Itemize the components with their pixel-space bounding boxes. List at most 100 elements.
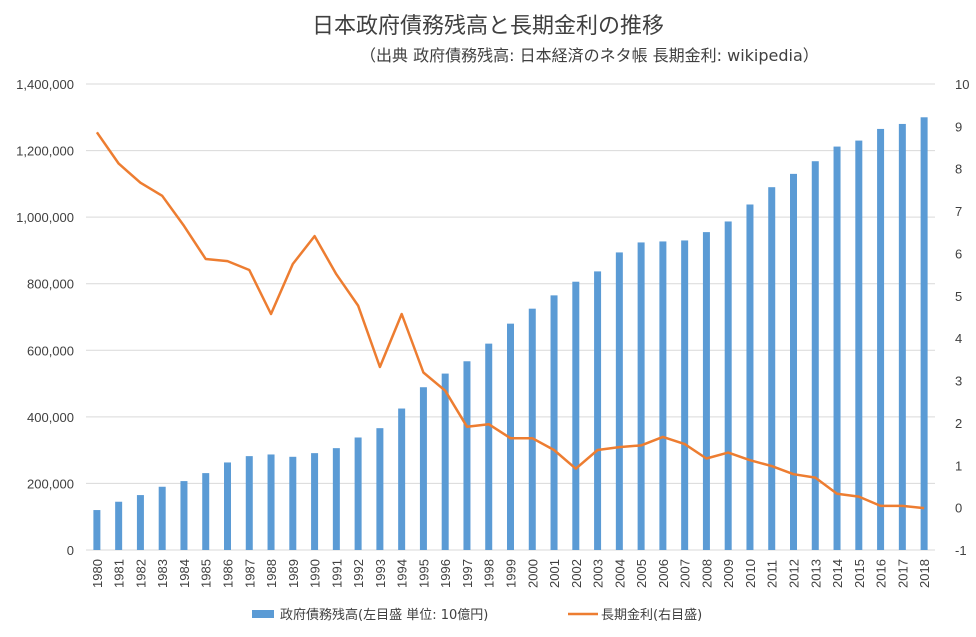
bar-2017	[898, 123, 906, 550]
y-right-tick-label: -1	[955, 543, 967, 558]
y-left-tick-label: 1,400,000	[16, 77, 74, 92]
x-tick-label: 1994	[395, 559, 410, 588]
bar-2008	[702, 232, 710, 550]
y-left-tick-label: 600,000	[27, 343, 74, 358]
x-tick-label: 2007	[678, 559, 693, 588]
bar-2004	[615, 252, 623, 550]
x-tick-label: 2018	[917, 559, 932, 588]
x-tick-label: 2002	[569, 559, 584, 588]
bar-1981	[115, 501, 123, 550]
x-tick-label: 1985	[199, 559, 214, 588]
bar-1985	[202, 473, 210, 550]
legend-label-line: 長期金利(右目盛)	[601, 607, 702, 623]
bar-1998	[485, 343, 493, 550]
bar-1986	[224, 462, 231, 550]
x-tick-label: 2005	[634, 559, 649, 588]
x-tick-label: 1988	[264, 559, 279, 588]
x-tick-label: 1991	[329, 559, 344, 588]
x-tick-label: 1981	[112, 559, 127, 588]
x-tick-label: 1982	[133, 559, 148, 588]
x-tick-label: 2012	[787, 559, 802, 588]
y-left-tick-label: 0	[67, 543, 74, 558]
x-tick-label: 1989	[286, 559, 301, 588]
bar-1994	[398, 408, 406, 550]
bar-2001	[550, 295, 558, 550]
bar-2014	[833, 146, 841, 550]
bar-2007	[681, 240, 689, 550]
y-right-tick-label: 1	[955, 458, 962, 473]
x-tick-label: 2015	[852, 559, 867, 588]
y-right-tick-label: 0	[955, 501, 962, 516]
y-right-tick-label: 5	[955, 289, 962, 304]
y-left-tick-label: 1,200,000	[16, 144, 74, 159]
y-right-tick-label: 7	[955, 204, 962, 219]
x-tick-label: 1980	[90, 559, 105, 588]
x-tick-label: 2008	[699, 559, 714, 588]
bar-2010	[746, 204, 754, 550]
line-series-interest-rate	[95, 131, 925, 510]
bar-2003	[594, 271, 602, 550]
bar-2000	[528, 308, 536, 550]
y-right-tick-label: 6	[955, 246, 962, 261]
bar-2006	[659, 241, 667, 551]
x-tick-label: 2010	[743, 559, 758, 588]
x-tick-label: 2013	[808, 559, 823, 588]
x-tick-label: 2006	[656, 559, 671, 588]
bar-1997	[463, 361, 471, 550]
x-tick-label: 1995	[416, 559, 431, 588]
legend-label-bar: 政府債務残高(左目盛 単位: 10億円)	[280, 607, 488, 623]
x-tick-label: 1997	[460, 559, 475, 588]
bar-1989	[289, 456, 297, 550]
y-right-tick-label: 2	[955, 416, 962, 431]
y-right-tick-label: 8	[955, 162, 962, 177]
x-tick-label: 1992	[351, 559, 366, 588]
y-left-tick-label: 1,000,000	[16, 210, 74, 225]
bar-1983	[158, 486, 166, 550]
y-right-tick-label: 10	[955, 77, 969, 92]
x-tick-label: 2014	[830, 559, 845, 588]
x-tick-label: 1993	[373, 559, 388, 588]
x-tick-label: 1990	[308, 559, 323, 588]
y-left-tick-label: 400,000	[27, 410, 74, 425]
x-tick-label: 1986	[221, 559, 236, 588]
y-left-tick-label: 800,000	[27, 277, 74, 292]
bar-1996	[441, 373, 449, 550]
bar-2016	[877, 128, 885, 550]
bar-1992	[354, 437, 362, 550]
x-tick-label: 2001	[547, 559, 562, 588]
x-tick-label: 2004	[612, 559, 627, 588]
y-right-tick-label: 4	[955, 331, 962, 346]
bar-1984	[180, 481, 188, 550]
x-tick-label: 2017	[895, 559, 910, 588]
bar-2005	[637, 242, 645, 550]
bar-2009	[724, 221, 732, 550]
x-tick-label: 2011	[765, 560, 780, 588]
x-tick-label: 1987	[242, 559, 257, 588]
chart-subtitle: （出典 政府債務残高: 日本経済のネタ帳 長期金利: wikipedia）	[360, 46, 819, 65]
x-tick-label: 1984	[177, 559, 192, 588]
chart-title: 日本政府債務残高と長期金利の推移	[311, 14, 664, 39]
bar-1995	[419, 387, 427, 550]
bar-2015	[855, 140, 863, 551]
x-tick-label: 1999	[504, 559, 519, 588]
bar-2012	[790, 173, 797, 550]
bar-1991	[332, 448, 340, 550]
bar-1990	[311, 453, 319, 550]
bar-2013	[811, 161, 819, 551]
bar-1988	[267, 454, 275, 550]
x-tick-label: 2003	[591, 559, 606, 588]
bar-2002	[572, 281, 580, 550]
x-tick-label: 1996	[438, 559, 453, 588]
bar-1982	[136, 495, 144, 550]
x-tick-label: 1998	[482, 559, 497, 588]
y-right-tick-label: 9	[955, 119, 962, 134]
bar-1993	[376, 428, 384, 550]
legend-swatch-bar	[252, 610, 274, 618]
x-tick-label: 2000	[525, 559, 540, 588]
x-tick-label: 1983	[155, 559, 170, 588]
bar-1980	[93, 510, 101, 550]
x-tick-label: 2009	[721, 559, 736, 588]
bar-1987	[245, 456, 253, 550]
